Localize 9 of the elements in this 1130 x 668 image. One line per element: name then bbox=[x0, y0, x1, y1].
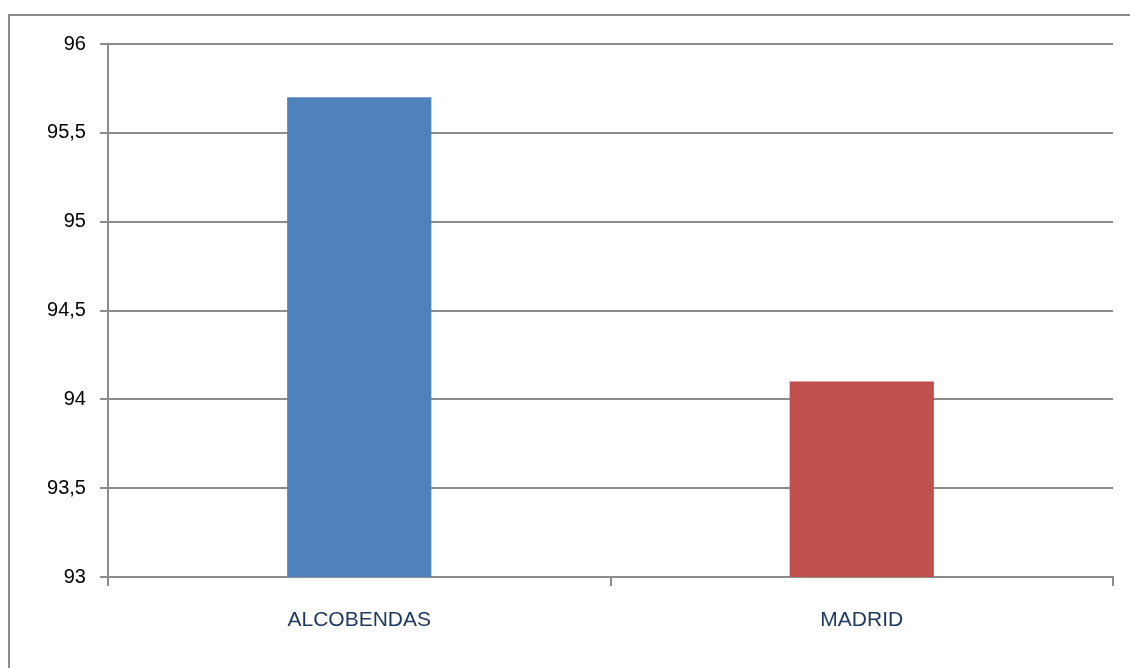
x-tick-label: MADRID bbox=[820, 607, 904, 631]
y-tick-label: 93,5 bbox=[47, 475, 86, 498]
y-tick-label: 95,5 bbox=[47, 120, 86, 143]
x-tick-label: ALCOBENDAS bbox=[287, 607, 432, 631]
y-tick-label: 94,5 bbox=[47, 298, 86, 321]
y-tick-label: 93 bbox=[63, 564, 86, 587]
y-tick-label: 96 bbox=[63, 31, 86, 54]
y-tick-label: 94 bbox=[63, 386, 86, 409]
y-tick-label: 95 bbox=[63, 209, 86, 232]
